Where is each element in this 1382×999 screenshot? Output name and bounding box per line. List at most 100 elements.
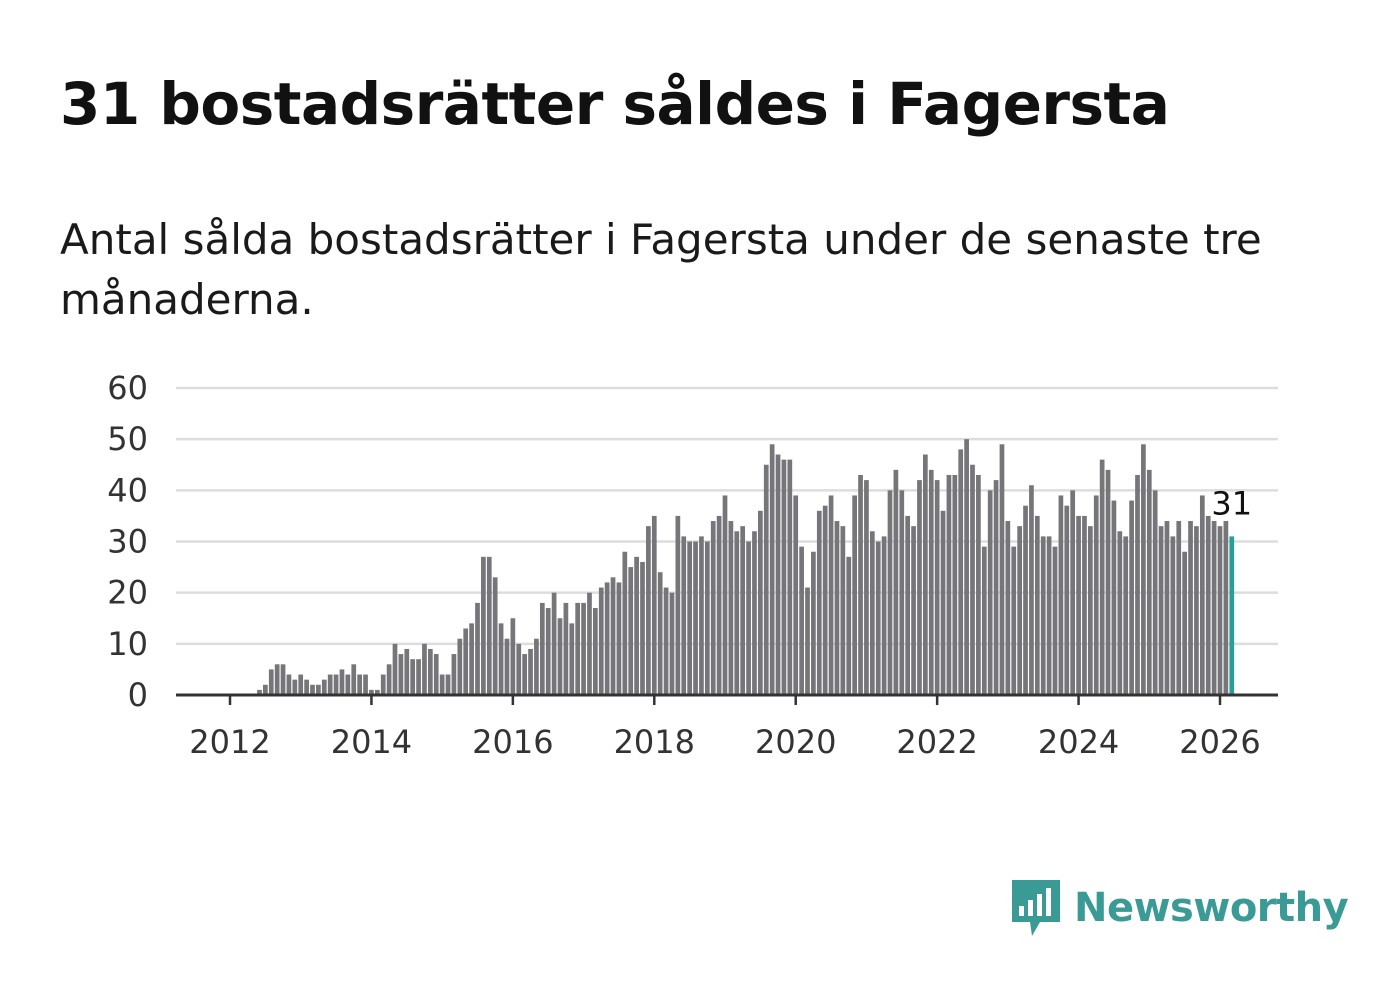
bar <box>822 505 828 695</box>
bars <box>257 439 1235 695</box>
bar <box>1135 474 1140 695</box>
bar <box>669 592 675 695</box>
bar <box>805 587 810 695</box>
bar <box>398 654 404 695</box>
bar <box>758 510 763 695</box>
bar <box>522 654 527 695</box>
brand-name: Newsworthy <box>1074 885 1349 931</box>
bar <box>374 689 380 695</box>
bar <box>881 536 887 695</box>
bar <box>280 664 286 695</box>
bar <box>869 531 875 695</box>
bar-latest <box>1229 536 1235 695</box>
bar <box>781 459 787 695</box>
bar <box>1093 495 1099 695</box>
bar <box>799 546 804 695</box>
bar <box>1176 521 1182 695</box>
bar <box>681 536 687 695</box>
bar <box>428 648 433 695</box>
bar <box>1188 521 1193 695</box>
bar <box>1117 531 1123 695</box>
bar <box>746 541 751 695</box>
bar <box>380 674 386 695</box>
bar <box>1064 505 1070 695</box>
bar <box>528 648 533 695</box>
bar <box>887 490 893 695</box>
bar <box>752 531 757 695</box>
bar <box>357 674 362 695</box>
bar <box>581 602 586 695</box>
bar <box>952 474 958 695</box>
bar <box>1152 490 1158 695</box>
bar <box>864 480 869 695</box>
bar <box>551 592 557 695</box>
bar <box>1023 505 1028 695</box>
bar <box>587 592 592 695</box>
bar <box>716 515 722 695</box>
bar <box>469 623 474 695</box>
bar <box>687 541 692 695</box>
bar <box>327 674 333 695</box>
bar <box>1070 490 1076 695</box>
bar <box>1146 469 1152 695</box>
bar <box>510 618 516 695</box>
bar <box>628 567 634 695</box>
bar <box>1141 444 1146 695</box>
bar <box>616 582 622 695</box>
bar <box>704 541 710 695</box>
bar <box>816 510 822 695</box>
bar <box>769 444 775 695</box>
bar <box>852 495 857 695</box>
x-tick-label: 2022 <box>896 723 977 761</box>
bar <box>563 602 569 695</box>
bar <box>610 577 616 695</box>
bar <box>575 602 581 695</box>
chart-subtitle: Antal sålda bostadsrätter i Fagersta und… <box>60 215 1262 324</box>
bar <box>675 515 681 695</box>
bar <box>1111 500 1117 695</box>
bar <box>593 608 598 695</box>
bar <box>422 643 427 695</box>
bar <box>993 480 999 695</box>
bar <box>840 526 846 695</box>
bar <box>834 521 840 695</box>
bar <box>710 521 716 695</box>
bar <box>728 521 734 695</box>
bar <box>1129 500 1134 695</box>
bar <box>310 684 315 695</box>
bar <box>492 577 498 695</box>
bar <box>1164 521 1170 695</box>
bar <box>763 464 769 695</box>
bar <box>1046 536 1052 695</box>
bar <box>292 679 298 695</box>
bar <box>693 541 698 695</box>
bar <box>846 556 852 695</box>
bar <box>1034 515 1040 695</box>
bar <box>263 684 268 695</box>
chart-title: 31 bostadsrätter såldes i Fagersta <box>60 70 1170 138</box>
y-tick-label: 50 <box>107 420 148 458</box>
bar <box>1052 546 1058 695</box>
bar <box>463 628 469 695</box>
x-axis-ticks: 2012 2014 2016 2018 2020 2022 2024 2026 <box>189 695 1261 761</box>
bar <box>893 469 899 695</box>
bar <box>1217 526 1223 695</box>
bar <box>569 623 575 695</box>
bar <box>481 556 486 695</box>
bar <box>640 561 645 695</box>
bar <box>1223 521 1229 695</box>
bar <box>899 490 905 695</box>
bar <box>498 623 504 695</box>
bar <box>1194 526 1199 695</box>
bar <box>934 480 940 695</box>
bar <box>416 659 421 695</box>
bar <box>1170 536 1176 695</box>
bar <box>316 684 321 695</box>
bar <box>775 454 781 695</box>
bar <box>928 469 934 695</box>
bar <box>987 490 993 695</box>
bar <box>923 454 928 695</box>
bar <box>787 459 793 695</box>
bar <box>475 602 480 695</box>
